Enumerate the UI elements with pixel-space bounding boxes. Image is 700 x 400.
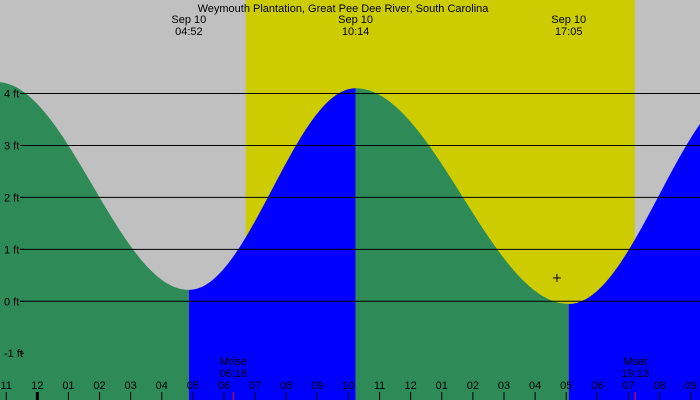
x-tick-label: 06: [591, 380, 603, 392]
tide-date-label: Sep 10: [171, 14, 206, 26]
tide-time-label: 04:52: [175, 26, 203, 38]
x-tick-label: 03: [498, 380, 510, 392]
x-tick-label: 11: [374, 380, 385, 392]
x-tick-label: 08: [653, 380, 665, 392]
x-tick-label: 04: [529, 380, 541, 392]
y-tick-label: 0 ft: [4, 296, 19, 308]
tide-date-label: Sep 10: [551, 14, 586, 26]
x-tick-label: 12: [31, 380, 43, 392]
x-tick-label: 04: [156, 380, 168, 392]
tide-areas: [0, 82, 700, 400]
chart-title: Weymouth Plantation, Great Pee Dee River…: [198, 3, 490, 15]
moon-event-label: Mrise: [220, 356, 247, 368]
x-tick-label: 01: [62, 380, 74, 392]
x-tick-label: 07: [622, 380, 634, 392]
x-tick-label: 02: [93, 380, 105, 392]
x-tick-label: 10: [342, 380, 354, 392]
y-tick-label: 2 ft: [4, 192, 19, 204]
y-axis-labels: 4 ft 3 ft 2 ft 1 ft 0 ft -1 ft: [4, 89, 23, 361]
x-tick-label: 06: [218, 380, 230, 392]
moon-event-time: 06:18: [220, 368, 248, 380]
y-tick-label: -1 ft: [4, 348, 23, 360]
moon-event-label: Mset: [623, 356, 647, 368]
y-tick-label: 1 ft: [4, 244, 19, 256]
x-tick-label: 02: [467, 380, 479, 392]
x-tick-label: 05: [187, 380, 199, 392]
tide-date-label: Sep 10: [338, 14, 373, 26]
x-tick-label: 11: [1, 380, 12, 392]
falling-tide-area: [0, 82, 189, 400]
falling-tide-area: [355, 88, 569, 400]
x-tick-label: 01: [436, 380, 448, 392]
x-tick-label: 07: [249, 380, 261, 392]
tide-time-label: 17:05: [555, 26, 583, 38]
x-tick-label: 09: [685, 380, 697, 392]
x-tick-label: 08: [280, 380, 292, 392]
x-tick-label: 12: [405, 380, 417, 392]
y-tick-label: 4 ft: [4, 89, 19, 101]
gridlines: [20, 93, 700, 354]
current-position-marker: [552, 273, 561, 282]
x-axis-ticks: [5, 392, 692, 400]
rising-tide-area: [188, 88, 356, 400]
x-tick-label: 03: [125, 380, 137, 392]
x-tick-label: 05: [560, 380, 572, 392]
rising-tide-area: [568, 123, 700, 400]
tide-time-label: 10:14: [342, 26, 370, 38]
y-tick-label: 3 ft: [4, 140, 19, 152]
x-axis-labels: 11 12 01 02 03 04 05 06 07 08 09 10 11 12 01 02 03 04 05 06…: [1, 380, 697, 392]
moon-event-time: 19:13: [622, 368, 650, 380]
x-tick-label: 09: [311, 380, 323, 392]
midnight-tick: [35, 392, 39, 400]
